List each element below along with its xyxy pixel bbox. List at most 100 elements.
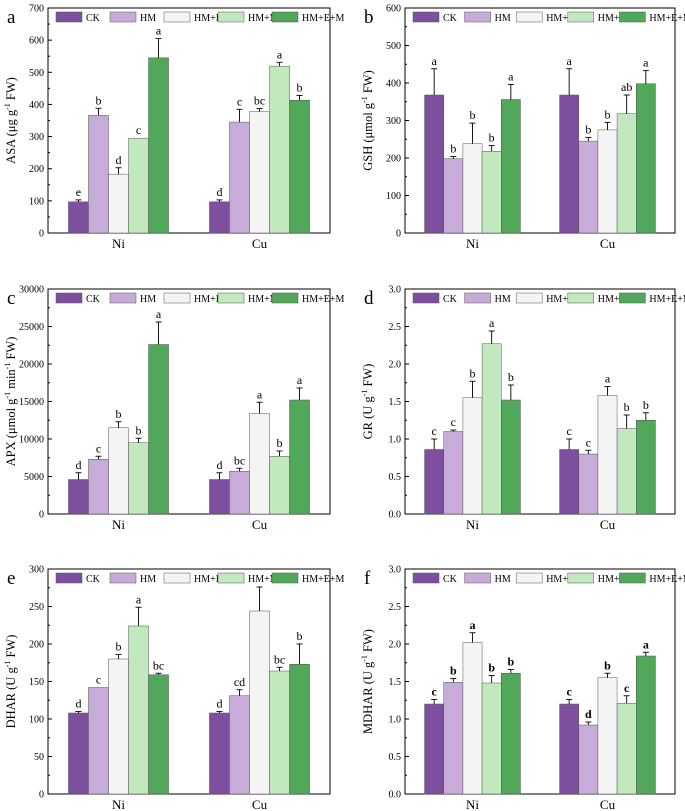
significance-letter: b [470,108,476,122]
legend-swatch [619,292,646,304]
legend-item: HM+E [515,572,574,585]
legend-swatch [412,292,440,304]
significance-letter: a [257,387,263,401]
y-tick-label: 0 [39,510,44,521]
significance-letter: c [237,94,242,108]
legend-swatch [464,292,491,304]
bar-hm-m-cu [616,703,637,795]
significance-letter: b [489,131,495,145]
legend-swatch [412,11,440,23]
significance-letter: a [136,592,142,606]
bar-ck-ni [424,449,444,515]
legend-swatch [109,11,137,23]
bar-hm-e-cu [597,395,618,515]
bar-ck-cu [559,703,579,795]
y-tick-label: 0.5 [389,472,402,483]
legend-item: CK [412,11,458,24]
significance-letter: b [136,423,142,437]
y-tick-label: 0 [39,790,44,801]
significance-letter: d [585,707,592,721]
y-tick-label: 5000 [24,472,44,483]
legend-item: HM+E+M [619,572,685,585]
significance-letter: b [277,436,283,450]
legend-swatch [271,572,299,584]
significance-letter: ab [621,80,632,94]
legend-item: CK [55,292,101,305]
legend-item: HM+M [567,572,629,585]
x-tick-label-ni: Ni [112,797,125,811]
y-tick-label: 3.0 [389,285,402,296]
significance-letter: a [156,24,162,38]
legend-label: CK [86,574,101,585]
significance-letter: b [507,655,514,669]
y-tick-label: 1.5 [389,397,402,408]
bar-hm-cu [229,695,250,795]
y-axis-label: APX (μmol g-1 min-1 FW) [3,337,18,467]
legend-swatch [515,292,543,304]
bar-hm-m-ni [128,442,149,515]
bar-ck-ni [68,201,89,234]
chart-panel-a: a 0 100 200 300 400 500 600 700 ASA (μg g-1 FW) Ni… [3,4,345,252]
legend-item: HM+E [515,11,574,24]
legend-swatch [55,292,83,304]
legend-label: HM+E+M [649,294,685,305]
legend-label: HM+E [194,294,222,305]
bar-ck-ni [68,479,89,515]
legend-swatch [109,292,137,304]
legend-label: HM+M [248,294,279,305]
x-tick-label-ni: Ni [466,797,479,811]
significance-letter: b [116,407,122,421]
significance-letter: a [297,373,303,387]
legend-swatch [163,572,191,584]
significance-letter: bc [274,652,285,666]
y-tick-label: 0.0 [389,790,402,801]
x-tick-label-cu: Cu [600,236,616,251]
legend-label: HM [140,294,156,305]
significance-letter: a [605,372,611,386]
y-tick-label: 300 [386,116,401,127]
legend-item: CK [412,292,458,305]
legend-label: HM [140,574,156,585]
chart-panel-f: f 0.0 0.5 1.0 1.5 2.0 2.5 3.0 MDHAR (U g-1 FW) Ni… [360,565,685,811]
bar-hm-e-cu [249,111,270,234]
legend-label: HM+E [546,294,574,305]
y-axis-label-superscript: -1 [3,661,12,668]
bar-ck-cu [559,94,579,234]
bar-hm-e-ni [108,173,129,234]
bar-hm-e-m-cu [289,100,310,234]
bar-hm-e-m-ni [501,673,521,795]
y-tick-label: 1.0 [389,435,402,446]
legend-item: HM+E+M [271,11,345,24]
legend-label: HM+E [194,574,222,585]
bar-hm-m-ni [481,151,502,234]
legend-swatch [619,572,646,584]
significance-letter: c [431,685,437,699]
significance-letter: a [470,618,476,632]
y-tick-label: 25000 [19,322,44,333]
significance-letter: b [450,664,457,678]
panel-label: f [364,568,371,589]
significance-letter: a [489,316,495,330]
bar-hm-ni [88,687,109,795]
y-tick-label: 2.0 [389,640,402,651]
y-tick-label: 700 [29,4,44,15]
legend-item: HM+E+M [271,572,345,585]
panel-label: a [7,7,16,28]
bar-hm-ni [443,431,464,515]
significance-letter: c [96,673,101,687]
legend-item: HM [109,11,156,24]
legend-label: HM [495,294,511,305]
y-tick-label: 200 [29,640,44,651]
y-tick-label: 300 [29,132,44,143]
significance-letter: d [216,458,222,472]
legend-label: HM+E+M [302,294,345,305]
significance-letter: d [75,697,81,711]
bar-hm-e-m-cu [636,420,656,515]
legend-swatch [55,11,83,23]
legend-label: HM+E+M [302,574,345,585]
bar-hm-e-m-ni [501,399,521,515]
bar-hm-ni [88,115,109,234]
legend-item: HM+M [217,11,279,24]
bar-ck-ni [68,712,89,795]
